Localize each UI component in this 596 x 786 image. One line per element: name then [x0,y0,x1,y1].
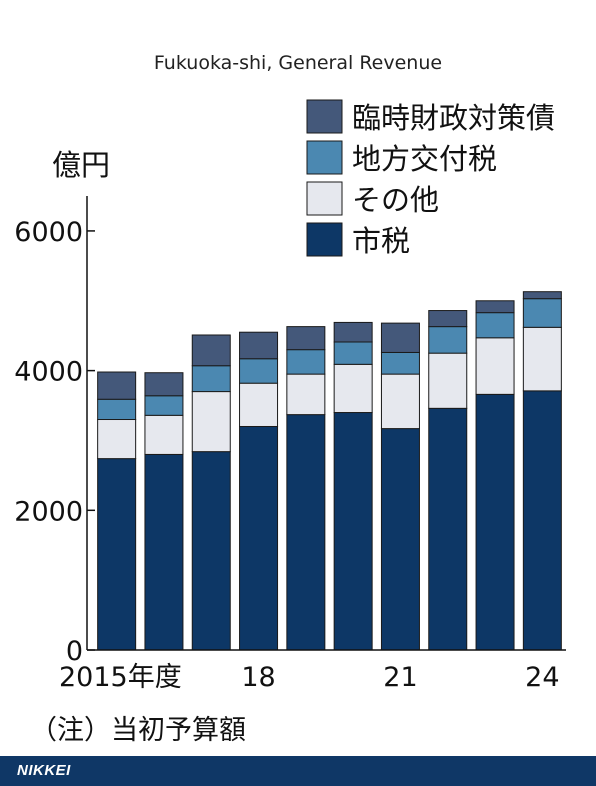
bar-segment [333,363,373,414]
nikkei-logo: NIKKEI [17,762,71,779]
bar-segment [475,312,515,339]
y-axis-unit-label: 億円 [52,148,110,182]
bar-segment [522,291,562,300]
bar-segment [428,407,468,651]
bar-stack-2020 [333,321,373,651]
bar-segment [475,300,515,314]
legend-swatch [306,99,343,134]
legend-label: 地方交付税 [352,142,497,176]
bar-stack-2024 [522,291,562,651]
bar-segment [475,393,515,651]
x-tick-label: 18 [241,662,275,693]
legend-swatch [306,222,343,257]
bar-segment [239,331,279,360]
bar-stack-2018 [239,331,279,651]
legend-swatch [306,181,343,216]
bars [97,291,562,651]
bar-segment [475,337,515,395]
legend-label: その他 [352,183,439,217]
bar-segment [286,326,326,351]
bar-stack-2021 [380,322,420,651]
legend-label: 臨時財政対策債 [352,101,555,135]
bar-segment [428,352,468,409]
y-tick-label: 0 [66,636,83,667]
bar-segment [286,373,326,416]
legend-swatch [306,140,343,175]
y-tick-label: 6000 [14,217,83,248]
bar-stack-2023 [475,300,515,651]
y-tick-label: 2000 [14,496,83,527]
bar-segment [144,453,184,651]
x-tick-label: 2015年度 [59,662,182,693]
bar-segment [191,451,231,651]
y-tick-label: 4000 [14,357,83,388]
bar-segment [97,398,137,421]
legend-label: 市税 [352,224,410,258]
bar-segment [428,310,468,328]
bar-stack-2017 [191,334,231,651]
x-tick-label: 21 [383,662,417,693]
bar-segment [239,358,279,384]
x-tick-label: 24 [525,662,559,693]
x-axis: 2015年度 18 21 24 [59,649,566,693]
bar-segment [333,412,373,651]
bar-stack-2016 [144,372,184,651]
footnote: （注）当初予算額 [30,715,246,746]
bar-segment [239,382,279,427]
bar-stack-2019 [286,326,326,651]
bar-segment [191,391,231,453]
bar-segment [144,414,184,455]
bar-segment [522,390,562,651]
bar-stack-2015 [97,371,137,651]
bar-segment [239,425,279,651]
bar-segment [380,322,420,353]
bar-segment [333,341,373,365]
bar-segment [97,371,137,400]
bar-segment [286,414,326,651]
bar-segment [428,326,468,354]
bar-segment [286,349,326,375]
bar-segment [191,365,231,393]
footer-bar: NIKKEI [0,756,596,786]
bar-segment [144,372,184,397]
bar-segment [333,321,373,343]
bar-segment [97,419,137,460]
bar-segment [144,395,184,416]
bar-segment [380,373,420,430]
y-axis: 0 2000 4000 6000 [14,196,95,667]
bar-segment [522,298,562,328]
bar-segment [380,351,420,375]
bar-segment [380,428,420,651]
bar-segment [191,334,231,367]
bar-segment [522,326,562,392]
bar-segment [97,458,137,651]
chart-title: Fukuoka-shi, General Revenue [153,52,443,74]
bar-stack-2022 [428,310,468,651]
